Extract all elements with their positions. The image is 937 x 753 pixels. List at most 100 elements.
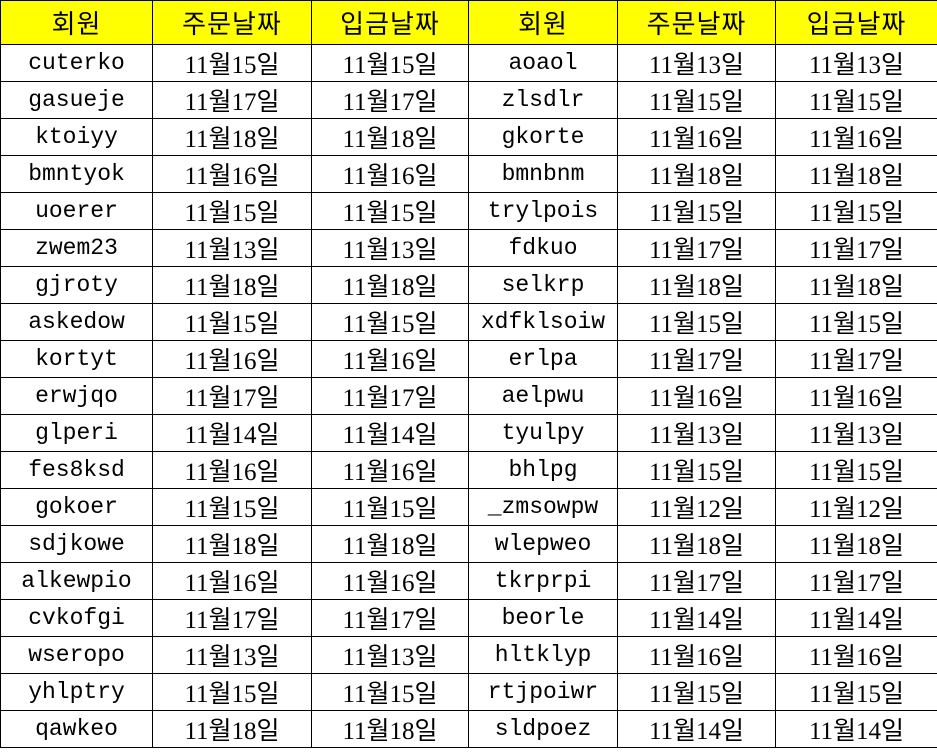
cell-order-date-2[interactable]: 11월16일 <box>617 118 776 156</box>
cell-member-2[interactable]: wlepweo <box>468 525 618 563</box>
cell-member-2[interactable]: beorle <box>468 599 618 637</box>
cell-payment-date-2[interactable]: 11월13일 <box>775 414 937 452</box>
column-header-member-2[interactable]: 회원 <box>468 0 618 45</box>
cell-member-2[interactable]: selkrp <box>468 266 618 304</box>
cell-member-1[interactable]: askedow <box>0 303 153 341</box>
cell-payment-date-1[interactable]: 11월15일 <box>311 44 469 82</box>
cell-member-1[interactable]: sdjkowe <box>0 525 153 563</box>
cell-payment-date-1[interactable]: 11월17일 <box>311 599 469 637</box>
cell-order-date-2[interactable]: 11월15일 <box>617 451 776 489</box>
cell-order-date-1[interactable]: 11월17일 <box>152 81 312 119</box>
cell-member-1[interactable]: ktoiyy <box>0 118 153 156</box>
cell-order-date-2[interactable]: 11월16일 <box>617 636 776 674</box>
cell-order-date-2[interactable]: 11월13일 <box>617 414 776 452</box>
cell-payment-date-2[interactable]: 11월17일 <box>775 340 937 378</box>
cell-order-date-2[interactable]: 11월17일 <box>617 229 776 267</box>
cell-order-date-1[interactable]: 11월13일 <box>152 636 312 674</box>
cell-order-date-1[interactable]: 11월18일 <box>152 266 312 304</box>
cell-payment-date-2[interactable]: 11월17일 <box>775 229 937 267</box>
cell-payment-date-1[interactable]: 11월16일 <box>311 562 469 600</box>
cell-payment-date-1[interactable]: 11월16일 <box>311 451 469 489</box>
cell-payment-date-2[interactable]: 11월18일 <box>775 525 937 563</box>
cell-member-1[interactable]: zwem23 <box>0 229 153 267</box>
cell-order-date-1[interactable]: 11월16일 <box>152 155 312 193</box>
cell-order-date-1[interactable]: 11월18일 <box>152 710 312 748</box>
cell-member-1[interactable]: alkewpio <box>0 562 153 600</box>
cell-member-1[interactable]: gokoer <box>0 488 153 526</box>
cell-payment-date-1[interactable]: 11월15일 <box>311 488 469 526</box>
cell-member-1[interactable]: yhlptry <box>0 673 153 711</box>
cell-order-date-1[interactable]: 11월17일 <box>152 377 312 415</box>
cell-order-date-1[interactable]: 11월16일 <box>152 340 312 378</box>
cell-payment-date-2[interactable]: 11월12일 <box>775 488 937 526</box>
cell-order-date-2[interactable]: 11월18일 <box>617 155 776 193</box>
cell-order-date-2[interactable]: 11월17일 <box>617 340 776 378</box>
cell-member-2[interactable]: tyulpy <box>468 414 618 452</box>
cell-payment-date-1[interactable]: 11월16일 <box>311 155 469 193</box>
cell-payment-date-1[interactable]: 11월18일 <box>311 710 469 748</box>
cell-order-date-1[interactable]: 11월15일 <box>152 303 312 341</box>
cell-order-date-2[interactable]: 11월18일 <box>617 525 776 563</box>
cell-member-2[interactable]: tkrprpi <box>468 562 618 600</box>
cell-payment-date-1[interactable]: 11월17일 <box>311 81 469 119</box>
cell-payment-date-2[interactable]: 11월15일 <box>775 81 937 119</box>
cell-member-2[interactable]: aoaol <box>468 44 618 82</box>
cell-payment-date-2[interactable]: 11월15일 <box>775 192 937 230</box>
cell-order-date-2[interactable]: 11월13일 <box>617 44 776 82</box>
cell-member-2[interactable]: trylpois <box>468 192 618 230</box>
cell-payment-date-1[interactable]: 11월13일 <box>311 636 469 674</box>
cell-member-1[interactable]: bmntyok <box>0 155 153 193</box>
cell-order-date-2[interactable]: 11월15일 <box>617 303 776 341</box>
cell-order-date-1[interactable]: 11월18일 <box>152 118 312 156</box>
cell-member-2[interactable]: hltklyp <box>468 636 618 674</box>
cell-payment-date-2[interactable]: 11월16일 <box>775 377 937 415</box>
column-header-member-1[interactable]: 회원 <box>0 0 153 45</box>
column-header-payment-date-1[interactable]: 입금날짜 <box>311 0 469 45</box>
cell-order-date-1[interactable]: 11월15일 <box>152 192 312 230</box>
cell-order-date-1[interactable]: 11월15일 <box>152 488 312 526</box>
cell-member-1[interactable]: qawkeo <box>0 710 153 748</box>
cell-order-date-1[interactable]: 11월18일 <box>152 525 312 563</box>
cell-member-2[interactable]: bmnbnm <box>468 155 618 193</box>
cell-member-1[interactable]: erwjqo <box>0 377 153 415</box>
column-header-order-date-1[interactable]: 주문날짜 <box>152 0 312 45</box>
cell-member-1[interactable]: gjroty <box>0 266 153 304</box>
cell-payment-date-2[interactable]: 11월18일 <box>775 266 937 304</box>
cell-payment-date-2[interactable]: 11월17일 <box>775 562 937 600</box>
cell-payment-date-1[interactable]: 11월17일 <box>311 377 469 415</box>
cell-order-date-1[interactable]: 11월15일 <box>152 673 312 711</box>
column-header-payment-date-2[interactable]: 입금날짜 <box>775 0 937 45</box>
cell-member-2[interactable]: xdfklsoiw <box>468 303 618 341</box>
cell-order-date-2[interactable]: 11월14일 <box>617 599 776 637</box>
cell-payment-date-1[interactable]: 11월13일 <box>311 229 469 267</box>
cell-order-date-1[interactable]: 11월16일 <box>152 562 312 600</box>
cell-order-date-2[interactable]: 11월16일 <box>617 377 776 415</box>
cell-member-2[interactable]: aelpwu <box>468 377 618 415</box>
cell-order-date-2[interactable]: 11월12일 <box>617 488 776 526</box>
cell-order-date-2[interactable]: 11월15일 <box>617 673 776 711</box>
cell-payment-date-1[interactable]: 11월15일 <box>311 303 469 341</box>
cell-payment-date-2[interactable]: 11월15일 <box>775 673 937 711</box>
cell-order-date-2[interactable]: 11월18일 <box>617 266 776 304</box>
cell-member-2[interactable]: sldpoez <box>468 710 618 748</box>
column-header-order-date-2[interactable]: 주문날짜 <box>617 0 776 45</box>
cell-payment-date-2[interactable]: 11월16일 <box>775 636 937 674</box>
cell-payment-date-2[interactable]: 11월14일 <box>775 599 937 637</box>
cell-order-date-1[interactable]: 11월16일 <box>152 451 312 489</box>
cell-order-date-2[interactable]: 11월15일 <box>617 81 776 119</box>
cell-order-date-1[interactable]: 11월17일 <box>152 599 312 637</box>
cell-member-2[interactable]: zlsdlr <box>468 81 618 119</box>
cell-member-1[interactable]: gasueje <box>0 81 153 119</box>
cell-order-date-1[interactable]: 11월14일 <box>152 414 312 452</box>
cell-payment-date-1[interactable]: 11월18일 <box>311 266 469 304</box>
cell-member-1[interactable]: kortyt <box>0 340 153 378</box>
cell-member-2[interactable]: _zmsowpw <box>468 488 618 526</box>
cell-member-1[interactable]: wseropo <box>0 636 153 674</box>
cell-member-1[interactable]: fes8ksd <box>0 451 153 489</box>
cell-payment-date-1[interactable]: 11월15일 <box>311 192 469 230</box>
cell-order-date-1[interactable]: 11월13일 <box>152 229 312 267</box>
cell-payment-date-2[interactable]: 11월16일 <box>775 118 937 156</box>
cell-member-1[interactable]: glperi <box>0 414 153 452</box>
cell-payment-date-2[interactable]: 11월13일 <box>775 44 937 82</box>
cell-member-1[interactable]: cvkofgi <box>0 599 153 637</box>
